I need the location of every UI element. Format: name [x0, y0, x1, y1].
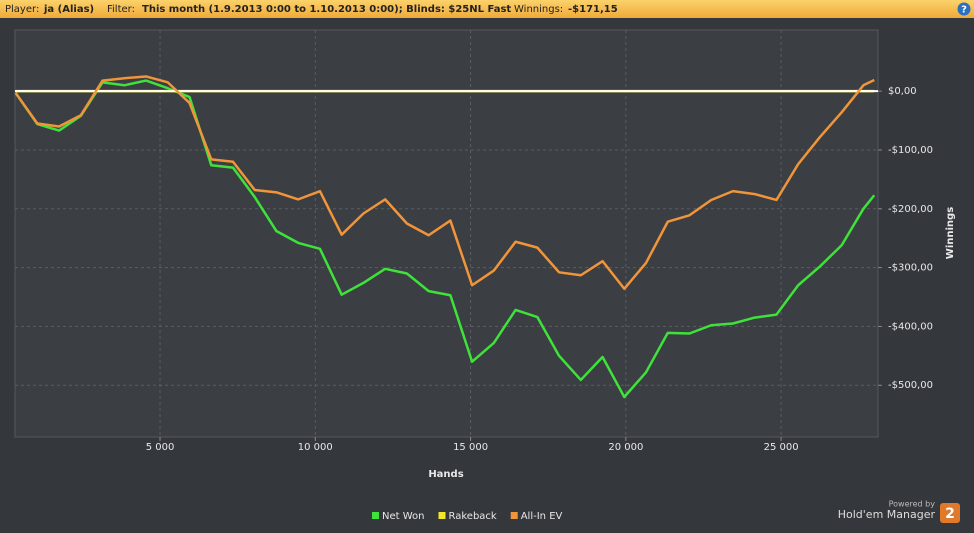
- winnings: -$171,15: [568, 4, 618, 15]
- help-button[interactable]: [957, 2, 971, 16]
- x-tick-label: 25 000: [764, 442, 799, 453]
- x-tick-label: 15 000: [453, 442, 488, 453]
- filter: This month (1.9.2013 0:00 to 1.10.2013 0…: [142, 4, 511, 15]
- filter-label: Filter:: [107, 4, 135, 15]
- y-tick-label: -$200,00: [888, 204, 933, 215]
- plot-area: [14, 29, 879, 438]
- y-tick-label: -$400,00: [888, 321, 933, 332]
- legend-label: Rakeback: [449, 511, 497, 522]
- legend-swatch: [438, 512, 446, 519]
- legend-label: Net Won: [382, 511, 425, 522]
- player-label: Player:: [5, 4, 39, 15]
- legend-swatch: [510, 512, 518, 519]
- y-tick-label: $0,00: [888, 86, 917, 97]
- player: ja (Alias): [43, 4, 94, 15]
- series-line: [14, 75, 875, 291]
- product-name: Hold'em Manager: [838, 508, 936, 521]
- series-line: [14, 79, 876, 399]
- x-axis-title: Hands: [428, 469, 463, 480]
- x-tick-label: 10 000: [298, 442, 333, 453]
- x-tick-label: 20 000: [608, 442, 643, 453]
- logo: [940, 503, 960, 523]
- winnings-label: Winnings:: [514, 4, 563, 15]
- help-icon[interactable]: ?: [961, 5, 967, 16]
- y-tick-label: -$100,00: [888, 145, 933, 156]
- y-axis-title: Winnings: [945, 207, 956, 259]
- y-tick-label: -$300,00: [888, 263, 933, 274]
- legend-label: All-In EV: [521, 511, 563, 522]
- x-tick-label: 5 000: [146, 442, 175, 453]
- legend-swatch: [372, 512, 379, 519]
- y-tick-label: -$500,00: [888, 380, 933, 391]
- powered-by: Powered by: [889, 500, 936, 509]
- header-bar: [0, 0, 974, 18]
- logo-number: 2: [945, 506, 955, 522]
